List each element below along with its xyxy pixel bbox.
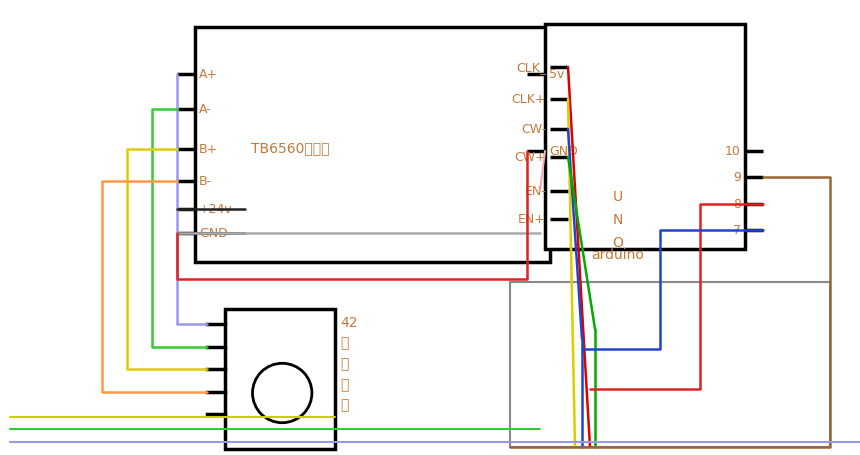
Text: A+: A+ xyxy=(199,68,218,81)
Bar xyxy=(510,283,830,447)
Text: 8: 8 xyxy=(733,198,741,211)
Text: GND: GND xyxy=(549,145,578,158)
Text: EN-: EN- xyxy=(525,185,546,198)
Text: 10: 10 xyxy=(725,145,741,158)
Text: CW-: CW- xyxy=(521,123,546,136)
Bar xyxy=(225,309,335,449)
Text: B-: B- xyxy=(199,175,212,188)
Text: A-: A- xyxy=(199,103,212,116)
Text: 7: 7 xyxy=(733,224,741,237)
Text: 5v: 5v xyxy=(549,68,564,81)
Text: TB6560驱动器: TB6560驱动器 xyxy=(251,141,329,155)
Text: +24v: +24v xyxy=(199,203,233,216)
Text: EN+: EN+ xyxy=(518,213,546,226)
Bar xyxy=(545,25,745,249)
Text: U
N
O: U N O xyxy=(612,190,624,249)
Text: CLK_: CLK_ xyxy=(516,61,546,74)
Text: arduino: arduino xyxy=(592,248,644,262)
Text: CLK+: CLK+ xyxy=(512,93,546,106)
Text: 42
步
进
电
机: 42 步 进 电 机 xyxy=(340,315,358,411)
Text: 9: 9 xyxy=(733,171,741,184)
Text: GND: GND xyxy=(199,227,228,240)
Text: CW+: CW+ xyxy=(514,151,546,164)
Bar xyxy=(195,28,550,263)
Text: B+: B+ xyxy=(199,143,218,156)
